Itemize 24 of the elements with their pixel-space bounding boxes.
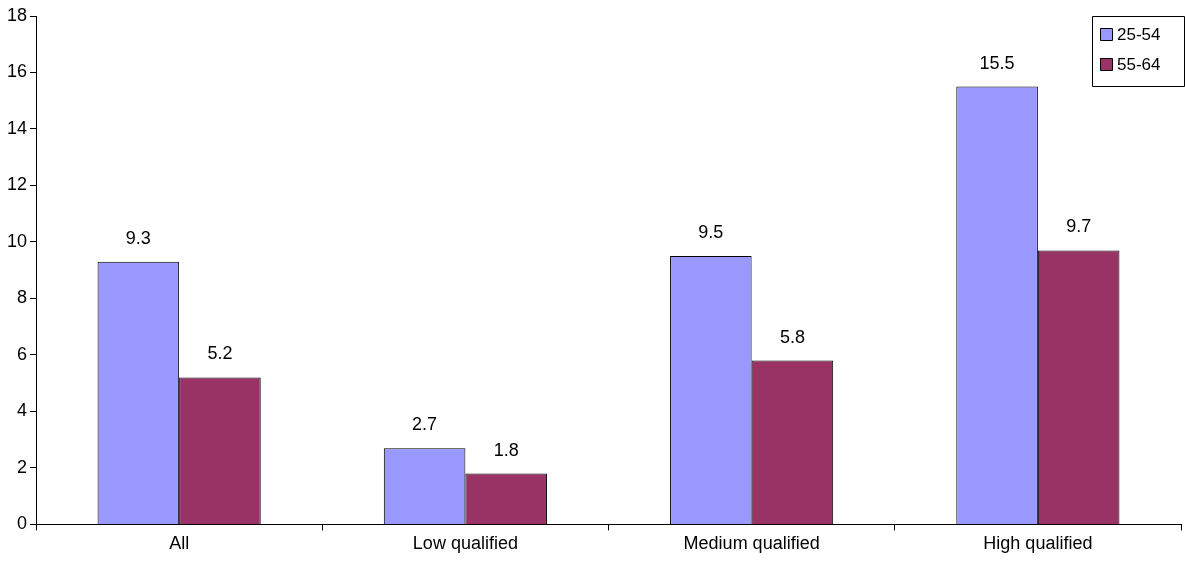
y-tick-label: 0 — [17, 513, 28, 534]
y-tick-label: 12 — [6, 174, 28, 195]
y-tick-label: 4 — [17, 400, 28, 421]
y-tick-label: 14 — [6, 117, 28, 138]
data-label: 9.5 — [698, 222, 724, 243]
y-tick-label: 16 — [6, 61, 28, 82]
y-tick-label: 2 — [17, 456, 28, 477]
x-tick-label: Medium qualified — [683, 533, 820, 554]
x-tick-label: Low qualified — [412, 533, 518, 554]
data-label: 5.2 — [207, 343, 233, 364]
y-tick-label: 6 — [17, 343, 28, 364]
data-label: 9.7 — [1066, 216, 1092, 237]
y-tick-label: 10 — [6, 230, 28, 251]
data-label: 9.3 — [125, 227, 151, 248]
data-label: 2.7 — [412, 414, 438, 435]
x-tick-label: High qualified — [983, 533, 1093, 554]
y-tick-label: 8 — [17, 287, 28, 308]
legend-label: 55-64 — [1117, 54, 1161, 74]
data-label: 1.8 — [493, 439, 519, 460]
x-tick-label: All — [169, 533, 190, 554]
data-label: 5.8 — [779, 326, 805, 347]
y-tick-label: 18 — [6, 4, 28, 25]
legend-label: 25-54 — [1117, 24, 1161, 44]
data-label: 15.5 — [979, 52, 1015, 73]
